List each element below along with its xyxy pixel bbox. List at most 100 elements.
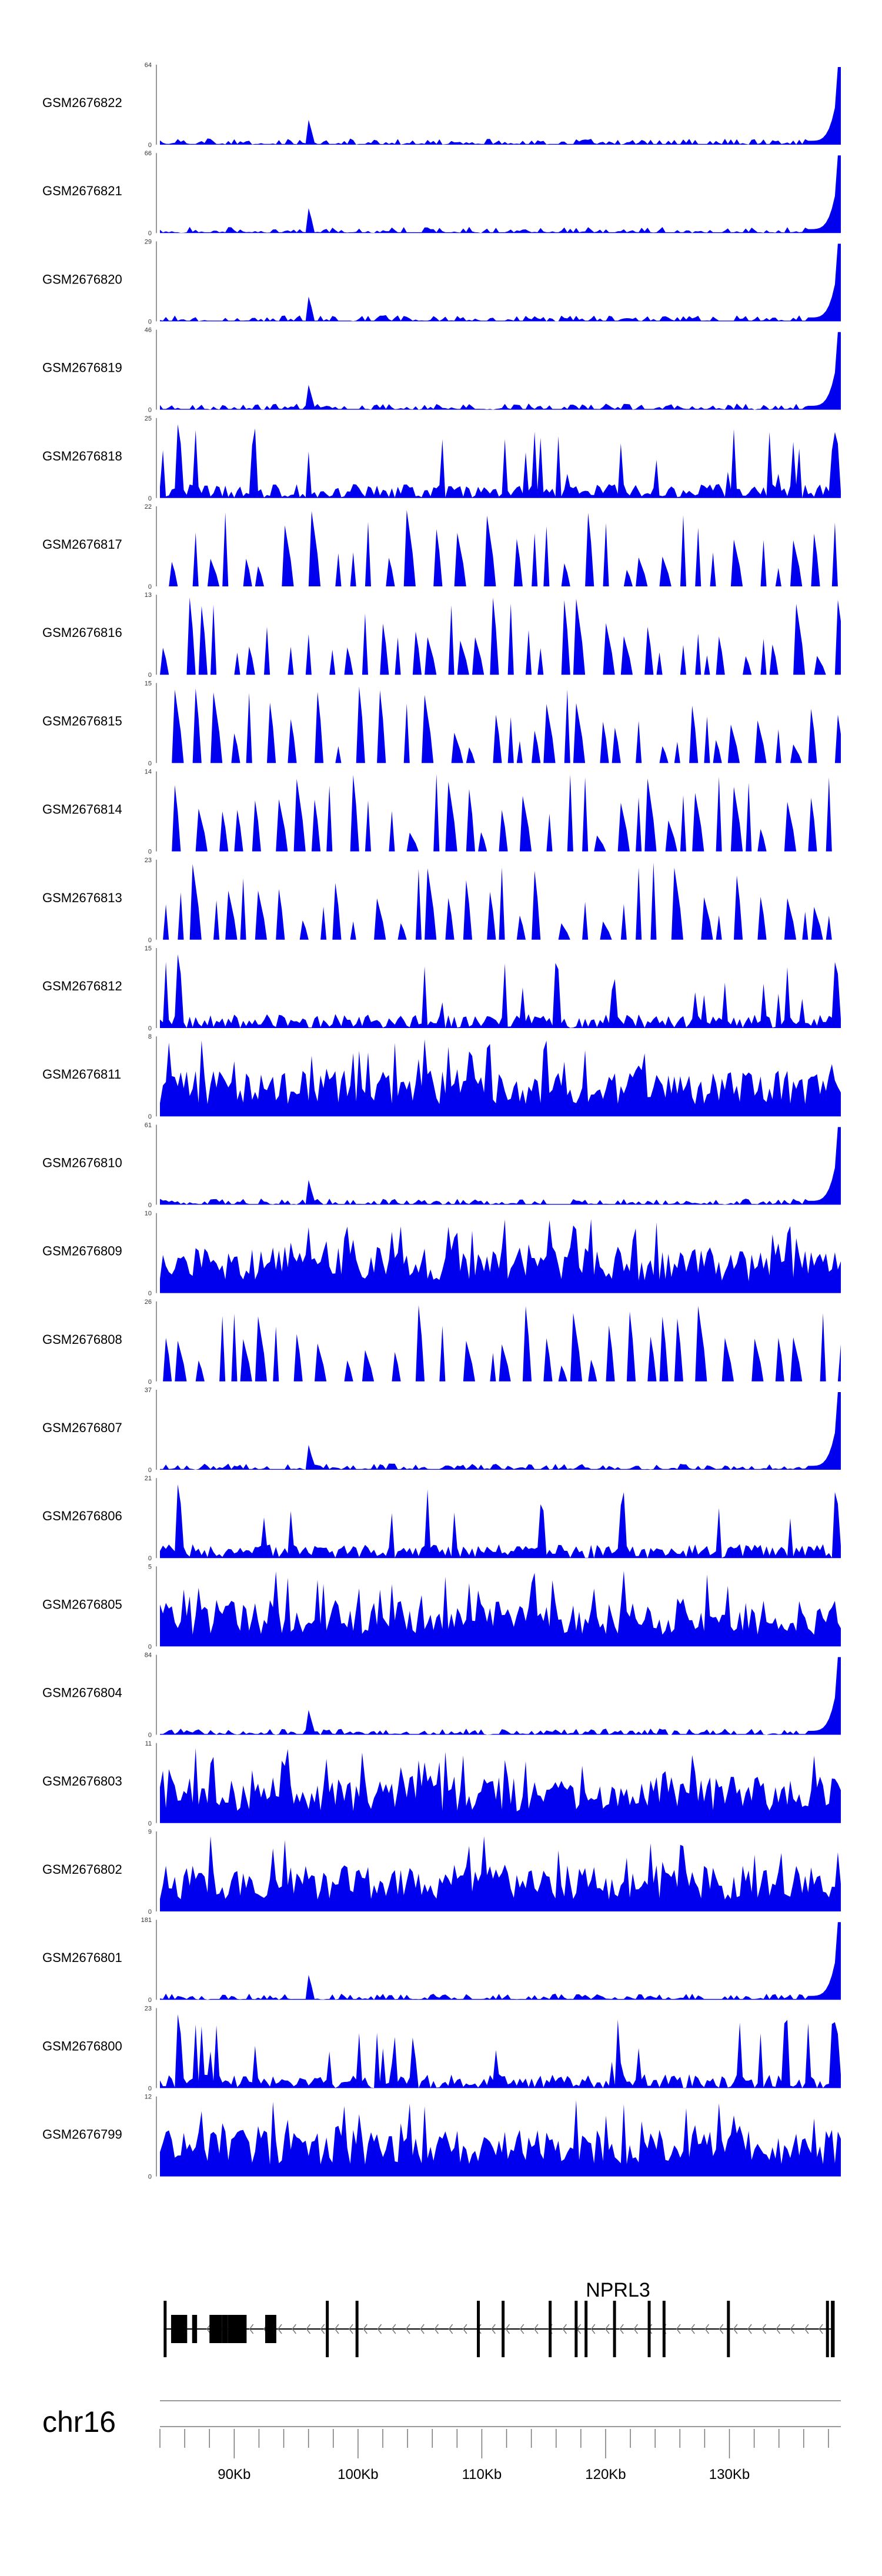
track-ymax-label: 46 (145, 327, 152, 334)
x-tick-label: 120Kb (585, 2467, 626, 2482)
gene-name-label: NPRL3 (586, 2279, 650, 2301)
gene-exon (209, 2315, 222, 2343)
track-ymin-label: 0 (148, 2174, 152, 2181)
strand-chevron (206, 2324, 211, 2334)
gene-exon (222, 2315, 228, 2343)
coverage-area (160, 2100, 841, 2177)
track-ymin-label: 0 (148, 1290, 152, 1297)
track-GSM2676807: GSM2676807 37 0 (42, 1387, 841, 1474)
track-GSM2676821: GSM2676821 66 0 (42, 150, 841, 237)
track-label: GSM2676806 (42, 1509, 122, 1523)
track-label: GSM2676812 (42, 979, 122, 993)
track-ymax-label: 25 (145, 415, 152, 422)
coverage-area (160, 332, 841, 410)
track-ymax-label: 23 (145, 857, 152, 864)
track-ymax-label: 10 (145, 1210, 152, 1217)
track-ymin-label: 0 (148, 318, 152, 325)
track-label: GSM2676799 (42, 2127, 122, 2142)
gene-exon (265, 2315, 276, 2343)
track-GSM2676814: GSM2676814 14 0 (42, 769, 841, 856)
gene-exon (574, 2301, 578, 2357)
track-label: GSM2676804 (42, 1686, 122, 1700)
gene-exon (502, 2301, 505, 2357)
strand-chevron (434, 2324, 439, 2334)
track-ymin-label: 0 (148, 672, 152, 679)
track-label: GSM2676818 (42, 449, 122, 463)
gene-exon (584, 2301, 588, 2357)
track-ymax-label: 15 (145, 945, 152, 952)
track-GSM2676813: GSM2676813 23 0 (42, 857, 841, 944)
track-ymax-label: 11 (145, 1740, 152, 1747)
x-tick-label: 110Kb (462, 2467, 502, 2482)
track-ymax-label: 15 (145, 680, 152, 687)
track-ymin-label: 0 (148, 1732, 152, 1739)
track-GSM2676804: GSM2676804 84 0 (42, 1652, 841, 1739)
track-label: GSM2676811 (42, 1067, 121, 1082)
strand-chevron (719, 2324, 724, 2334)
coverage-area (160, 1039, 841, 1117)
coverage-area (160, 243, 841, 322)
strand-chevron (505, 2324, 510, 2334)
gene-track: NPRL3 (163, 2279, 835, 2357)
coverage-area (160, 2014, 841, 2088)
track-label: GSM2676803 (42, 1774, 122, 1788)
coverage-area (160, 510, 841, 586)
gene-exon (662, 2301, 666, 2357)
coverage-area (160, 774, 841, 852)
strand-chevron (562, 2324, 567, 2334)
track-ymax-label: 5 (148, 1563, 152, 1570)
track-label: GSM2676821 (42, 183, 122, 198)
track-label: GSM2676808 (42, 1332, 122, 1347)
strand-chevron (619, 2324, 624, 2334)
track-label: GSM2676802 (42, 1862, 122, 1877)
strand-chevron (590, 2324, 596, 2334)
coverage-area (160, 1836, 841, 1911)
gene-exon (355, 2301, 359, 2357)
track-label: GSM2676819 (42, 361, 122, 375)
track-GSM2676806: GSM2676806 21 0 (42, 1475, 841, 1562)
chromosome-label: chr16 (42, 2405, 116, 2438)
gene-exon (228, 2315, 247, 2343)
strand-chevron (676, 2324, 681, 2334)
track-label: GSM2676817 (42, 537, 122, 552)
track-ymin-label: 0 (148, 583, 152, 590)
track-ymin-label: 0 (148, 1643, 152, 1650)
track-ymax-label: 23 (145, 2005, 152, 2012)
strand-chevron (605, 2324, 610, 2334)
strand-chevron (804, 2324, 809, 2334)
track-GSM2676820: GSM2676820 29 0 (42, 238, 841, 325)
track-label: GSM2676820 (42, 272, 122, 286)
track-ymax-label: 64 (145, 62, 152, 69)
track-ymax-label: 8 (148, 1033, 152, 1040)
strand-chevron (349, 2324, 353, 2334)
strand-chevron (533, 2324, 539, 2334)
track-ymax-label: 37 (145, 1387, 152, 1394)
coverage-area (160, 67, 841, 145)
track-GSM2676808: GSM2676808 26 0 (42, 1299, 841, 1386)
track-label: GSM2676809 (42, 1244, 122, 1259)
track-GSM2676805: GSM2676805 5 0 (42, 1563, 841, 1650)
gene-exon (831, 2301, 835, 2357)
strand-chevron (776, 2324, 781, 2334)
strand-chevron (818, 2324, 823, 2334)
strand-chevron (747, 2324, 752, 2334)
track-ymax-label: 61 (145, 1122, 152, 1129)
track-label: GSM2676800 (42, 2038, 122, 2053)
coverage-area (160, 1484, 841, 1559)
strand-chevron (292, 2324, 296, 2334)
track-ymax-label: 66 (145, 150, 152, 157)
track-ymin-label: 0 (148, 495, 152, 502)
strand-chevron (733, 2324, 738, 2334)
track-ymax-label: 13 (145, 592, 152, 599)
coverage-area (160, 1219, 841, 1293)
track-GSM2676819: GSM2676819 46 0 (42, 327, 841, 414)
coverage-area (160, 1392, 841, 1470)
strand-chevron (420, 2324, 425, 2334)
coverage-area (160, 862, 841, 940)
track-ymin-label: 0 (148, 1467, 152, 1474)
track-ymax-label: 21 (145, 1475, 152, 1482)
strand-chevron (633, 2324, 638, 2334)
strand-chevron (320, 2324, 325, 2334)
gene-exon (549, 2301, 552, 2357)
